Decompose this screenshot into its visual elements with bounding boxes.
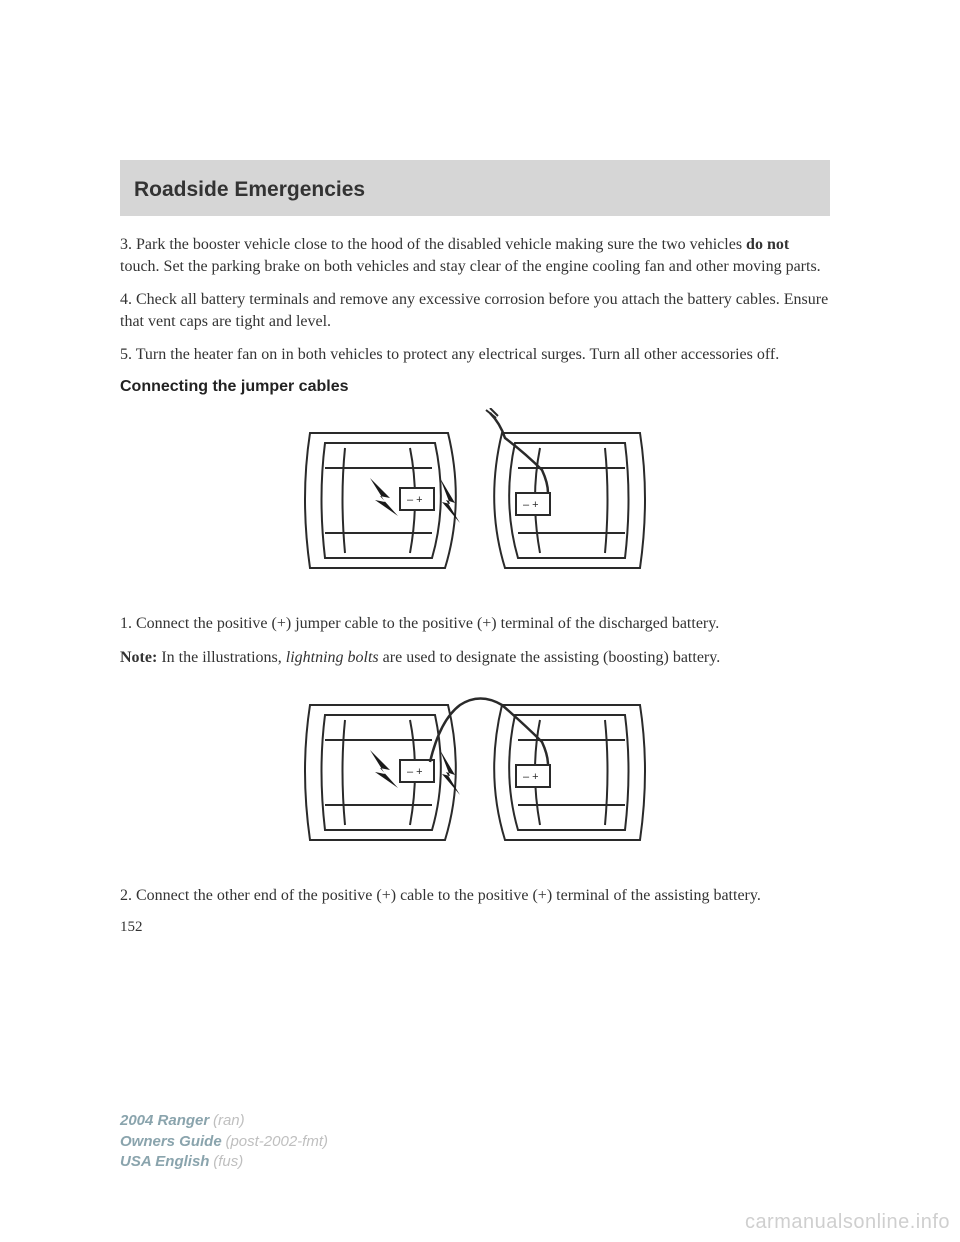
paragraph-step-2: 2. Connect the other end of the positive… [120,885,830,907]
section-header: Roadside Emergencies [120,160,830,216]
svg-text:– +: – + [523,499,539,511]
footer-lang-code: (fus) [213,1153,243,1170]
jumper-diagram-2-svg: – + – + [290,680,660,860]
paragraph-note: Note: In the illustrations, lightning bo… [120,647,830,669]
footer-guide-code: (post-2002-fmt) [225,1133,328,1150]
bold-do-not: do not [746,236,789,253]
svg-text:– +: – + [407,766,423,778]
text: In the illustrations, [157,649,285,666]
italic-lightning: lightning bolts [286,649,379,666]
diagram-jumper-2: – + – + [120,680,830,865]
section-title: Roadside Emergencies [134,178,816,202]
diagram-jumper-1: – + – + [120,408,830,593]
footer-line-1: 2004 Ranger (ran) [120,1111,328,1131]
footer-line-3: USA English (fus) [120,1152,328,1172]
note-label: Note: [120,649,157,666]
paragraph-step-5: 5. Turn the heater fan on in both vehicl… [120,344,830,366]
paragraph-step-1: 1. Connect the positive (+) jumper cable… [120,613,830,635]
svg-text:– +: – + [523,771,539,783]
subheading-connecting: Connecting the jumper cables [120,378,830,396]
manual-page: Roadside Emergencies 3. Park the booster… [0,0,960,1242]
footer-model-code: (ran) [213,1112,245,1129]
text: 3. Park the booster vehicle close to the… [120,236,746,253]
text: touch. Set the parking brake on both veh… [120,258,821,275]
page-number: 152 [120,919,830,936]
footer-lang: USA English [120,1153,209,1170]
svg-text:– +: – + [407,494,423,506]
footer-line-2: Owners Guide (post-2002-fmt) [120,1132,328,1152]
watermark: carmanualsonline.info [745,1211,950,1234]
footer-block: 2004 Ranger (ran) Owners Guide (post-200… [120,1111,328,1172]
paragraph-step-4: 4. Check all battery terminals and remov… [120,289,830,332]
footer-guide: Owners Guide [120,1133,222,1150]
text: are used to designate the assisting (boo… [379,649,721,666]
jumper-diagram-1-svg: – + – + [290,408,660,588]
paragraph-step-3: 3. Park the booster vehicle close to the… [120,234,830,277]
footer-model: 2004 Ranger [120,1112,209,1129]
